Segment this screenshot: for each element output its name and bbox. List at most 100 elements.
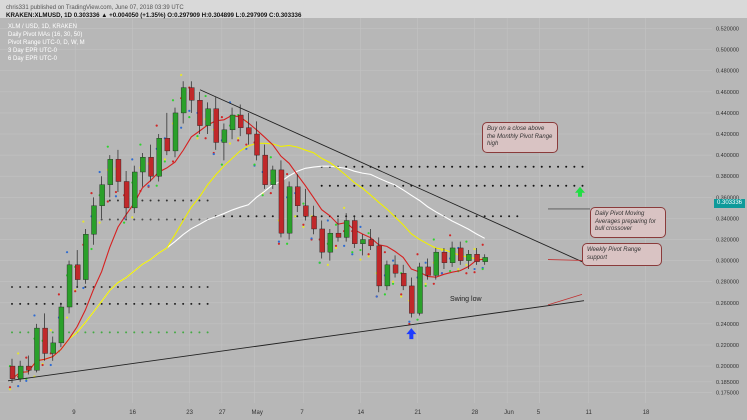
monthly-pivot-dot (508, 165, 511, 168)
monthly-pivot-dot (198, 302, 201, 305)
monthly-pivot-dot (500, 165, 502, 168)
daily-pivot-dot (343, 244, 346, 247)
daily-pivot-dot (367, 253, 370, 256)
monthly-pivot-dot (116, 285, 119, 288)
legend-3day-epr[interactable]: 3 Day EPR UTC-0 (8, 48, 58, 54)
weekly-pivot-dot (190, 331, 193, 334)
candle-body (26, 365, 32, 371)
monthly-pivot-dot (402, 215, 405, 218)
candle-body (376, 245, 382, 287)
daily-pivot-dot (359, 225, 362, 228)
time-tick-label: 5 (537, 410, 541, 416)
candle-body (140, 157, 146, 173)
monthly-pivot-dot (149, 199, 152, 202)
monthly-pivot-dot (190, 285, 193, 288)
current-price-tag: 0.303336 (714, 199, 745, 208)
monthly-pivot-dot (198, 199, 201, 202)
monthly-pivot-dot (548, 184, 551, 187)
monthly-pivot-dot (361, 184, 364, 187)
ma-16-line (11, 114, 485, 380)
monthly-pivot-dot (100, 218, 103, 221)
candle-body (156, 138, 162, 177)
candle-body (425, 266, 431, 276)
falling-resistance-line (199, 89, 583, 263)
monthly-pivot-dot (394, 165, 397, 168)
monthly-pivot-dot (108, 285, 111, 288)
ohlc-line: KRAKEN:XLMUSD, 1D 0.303336 ▲ +0.004050 (… (6, 12, 302, 19)
monthly-pivot-dot (491, 165, 494, 168)
monthly-pivot-dot (581, 165, 584, 168)
legend-pivot-mas[interactable]: Daily Pivot MAs (16, 30, 50) (8, 32, 83, 38)
publish-header: chris331 published on TradingView.com, J… (0, 0, 747, 18)
candle-body (327, 232, 334, 253)
candle-body (164, 138, 171, 152)
weekly-pivot-dot (116, 331, 119, 334)
monthly-pivot-dot (247, 215, 250, 218)
daily-pivot-dot (391, 280, 395, 283)
legend-pivot-range[interactable]: Pivot Range UTC-0, D, W, M (8, 40, 85, 46)
monthly-pivot-dot (467, 184, 470, 187)
price-tick-label: 0.300000 (716, 259, 739, 265)
candle-body (441, 251, 448, 263)
weekly-pivot-dot (84, 331, 87, 334)
daily-pivot-dot (277, 240, 281, 243)
daily-pivot-dot (334, 223, 338, 226)
daily-pivot-dot (196, 135, 199, 138)
daily-pivot-dot (343, 206, 346, 209)
daily-pivot-dot (155, 184, 158, 187)
candle-body (17, 365, 24, 379)
daily-pivot-dot (326, 219, 329, 222)
daily-pivot-dot (302, 225, 305, 228)
monthly-pivot-dot (108, 218, 111, 221)
monthly-pivot-dot (100, 302, 103, 305)
monthly-pivot-dot (385, 215, 388, 218)
daily-pivot-dot (171, 99, 175, 102)
candle-body (482, 257, 488, 262)
candle-body (254, 133, 260, 156)
monthly-pivot-dot (328, 184, 331, 187)
candle-body (343, 220, 350, 238)
daily-pivot-dot (424, 284, 427, 288)
monthly-pivot-dot (157, 218, 160, 221)
price-axis[interactable]: 0.520000 0.500000 0.480000 0.460000 0.440000… (712, 18, 747, 403)
candle-body (286, 186, 293, 234)
candle-body (42, 327, 48, 354)
monthly-pivot-dot (426, 184, 429, 187)
monthly-pivot-dot (483, 215, 486, 218)
monthly-pivot-dot (190, 199, 193, 202)
monthly-pivot-dot (141, 285, 144, 288)
time-tick-label: 27 (219, 410, 226, 416)
candle-body (319, 228, 325, 253)
daily-pivot-dot (432, 238, 435, 241)
monthly-pivot-dot (165, 302, 168, 305)
daily-pivot-dot (131, 158, 134, 161)
time-tick-label: 7 (300, 410, 304, 416)
daily-pivot-dot (359, 258, 362, 261)
monthly-pivot-dot (500, 215, 502, 218)
time-tick-label: 14 (357, 410, 364, 416)
daily-pivot-dot (391, 282, 395, 285)
time-tick-label: May (252, 410, 263, 416)
monthly-pivot-dot (532, 184, 535, 187)
ma-30-line (11, 142, 485, 380)
daily-pivot-dot (269, 156, 272, 159)
monthly-pivot-dot (516, 184, 519, 187)
weekly-pivot-dot (157, 331, 160, 334)
daily-pivot-dot (334, 244, 338, 247)
weekly-pivot-dot (149, 331, 152, 334)
monthly-pivot-dot (442, 165, 445, 168)
daily-pivot-dot (302, 223, 305, 226)
legend-6day-epr[interactable]: 6 Day EPR UTC-0 (8, 56, 58, 62)
monthly-pivot-dot (271, 215, 274, 218)
daily-pivot-dot (253, 163, 256, 166)
time-tick-label: 18 (643, 410, 650, 416)
monthly-pivot-dot (418, 215, 421, 218)
legend-symbol[interactable]: XLM / USD, 1D, KRAKEN (8, 24, 78, 30)
daily-pivot-dot (351, 253, 354, 256)
time-axis[interactable]: 9 16 23 27 May 7 14 21 28 Jun 5 11 18 (0, 403, 712, 420)
monthly-pivot-dot (353, 165, 356, 168)
monthly-pivot-dot (500, 184, 502, 187)
daily-pivot-dot (318, 261, 321, 264)
candle-body (99, 184, 105, 206)
